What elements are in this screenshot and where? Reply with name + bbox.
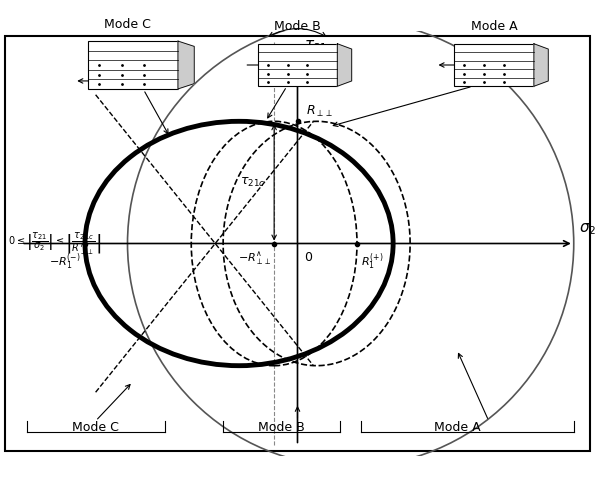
Text: $-R_{\perp\perp}^{\wedge}$: $-R_{\perp\perp}^{\wedge}$ bbox=[238, 251, 272, 267]
Text: Mode B: Mode B bbox=[258, 421, 305, 434]
Text: Mode C: Mode C bbox=[104, 18, 151, 31]
Text: $\tau_{21}$: $\tau_{21}$ bbox=[304, 38, 328, 54]
Text: Mode C: Mode C bbox=[72, 421, 119, 434]
Text: $-R_{1}^{(-)}$: $-R_{1}^{(-)}$ bbox=[49, 251, 81, 272]
Text: $\tau_{21c}$: $\tau_{21c}$ bbox=[240, 176, 265, 189]
Text: 0: 0 bbox=[304, 251, 312, 264]
Text: Mode A: Mode A bbox=[434, 421, 480, 434]
Polygon shape bbox=[534, 44, 548, 86]
Text: Mode A: Mode A bbox=[471, 20, 518, 33]
FancyBboxPatch shape bbox=[258, 44, 337, 86]
FancyBboxPatch shape bbox=[87, 41, 178, 89]
Polygon shape bbox=[178, 41, 194, 89]
Polygon shape bbox=[337, 44, 352, 86]
Text: Mode B: Mode B bbox=[274, 20, 321, 33]
Text: $R_{\perp\perp}$: $R_{\perp\perp}$ bbox=[306, 104, 333, 119]
FancyBboxPatch shape bbox=[454, 44, 534, 86]
Text: $\sigma_2$: $\sigma_2$ bbox=[579, 222, 595, 237]
Text: $R_{1}^{(+)}$: $R_{1}^{(+)}$ bbox=[361, 251, 384, 272]
Text: $0 \leq \left|\dfrac{\tau_{21}}{\sigma_2}\right| \leq \left|\dfrac{\tau_{21c}}{R: $0 \leq \left|\dfrac{\tau_{21}}{\sigma_2… bbox=[8, 230, 102, 257]
